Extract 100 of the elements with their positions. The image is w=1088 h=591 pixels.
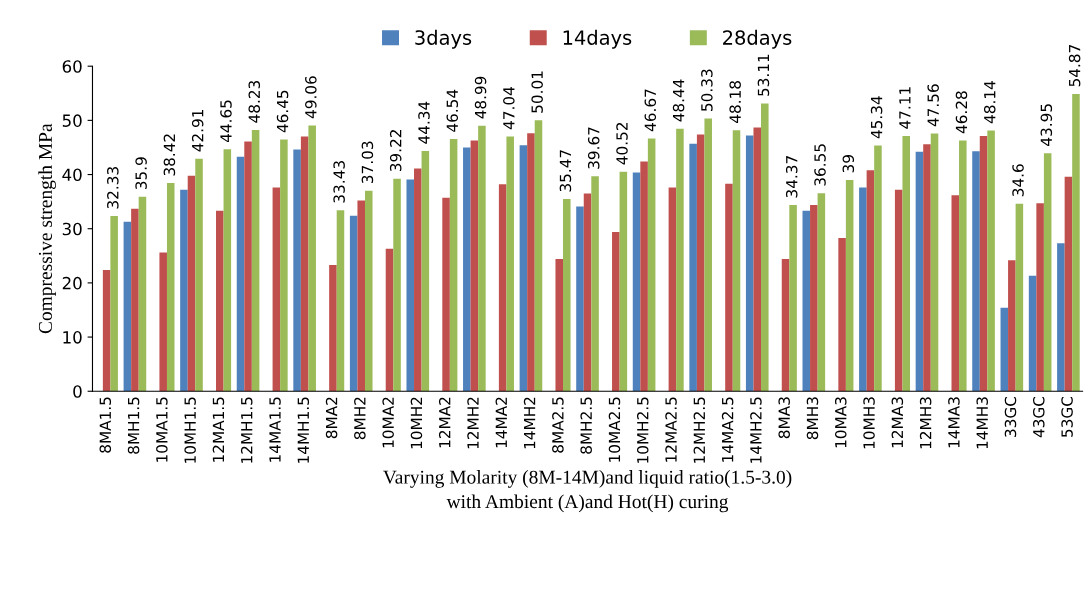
- bar: [676, 128, 684, 392]
- bar: [251, 129, 260, 392]
- bar: [470, 140, 479, 392]
- data-label: 47.11: [899, 87, 911, 129]
- bar: [689, 143, 697, 392]
- bar: [349, 215, 358, 392]
- bar: [449, 139, 458, 392]
- data-label: 34.6: [1012, 164, 1024, 197]
- legend-label: 14days: [563, 29, 632, 49]
- x-tick-label: 8MH2: [354, 397, 366, 440]
- bar: [894, 189, 903, 392]
- bar: [1057, 243, 1065, 392]
- y-tick-label: 10: [63, 331, 82, 344]
- data-label: 32.33: [107, 167, 119, 209]
- x-tick-label: 10MH3: [863, 397, 875, 449]
- bar: [442, 197, 450, 392]
- bar: [874, 145, 882, 392]
- data-label: 46.28: [955, 91, 968, 134]
- bar: [810, 204, 818, 392]
- x-tick-label: 12MA1.5: [212, 397, 225, 462]
- x-tick-label: 53GC: [1061, 396, 1073, 437]
- x-tick-label: 12MH2.5: [693, 397, 706, 463]
- data-label: 39.22: [389, 130, 402, 172]
- bar: [280, 139, 288, 392]
- data-label: 48.99: [474, 76, 487, 119]
- bar: [421, 151, 430, 392]
- x-tick-label: 8MA2.5: [552, 397, 564, 453]
- x-tick-label: 10MH2: [410, 397, 423, 449]
- x-tick-label: 14MH2: [523, 397, 536, 449]
- bar: [308, 125, 316, 392]
- bar: [180, 189, 188, 392]
- data-label: 35.9: [135, 157, 147, 190]
- x-tick-label: 10MA2: [382, 397, 394, 448]
- y-tick-label: 50: [62, 114, 82, 127]
- data-label: 48.14: [983, 81, 996, 124]
- data-label: 40.52: [616, 123, 628, 165]
- data-label: 43.95: [1040, 104, 1053, 146]
- data-label: 54.87: [1068, 45, 1081, 87]
- bar: [930, 133, 939, 392]
- bar: [478, 125, 486, 392]
- bar: [406, 179, 415, 392]
- bar: [498, 184, 507, 392]
- bar: [959, 140, 967, 392]
- x-axis-title: Varying Molarity (8M-14M)and liquid ratio(1.5-3.0) with Ambient (A)and Hot(H) curing: [383, 470, 792, 513]
- x-tick-label: 8MH2.5: [580, 397, 592, 454]
- bar: [753, 127, 762, 392]
- bar: [725, 183, 733, 392]
- bar: [838, 237, 846, 392]
- bar: [336, 210, 345, 392]
- bar: [195, 158, 203, 392]
- bar: [393, 178, 401, 392]
- bar: [915, 151, 924, 392]
- data-label: 48.18: [729, 81, 741, 123]
- bar: [972, 151, 980, 392]
- bar: [555, 259, 563, 392]
- bar: [527, 133, 535, 392]
- bar: [1000, 307, 1009, 392]
- data-label: 37.03: [361, 141, 374, 183]
- data-label: 46.67: [644, 89, 657, 132]
- x-tick-label: 8MH3: [806, 397, 819, 440]
- bar: [534, 120, 543, 392]
- bar: [244, 141, 252, 392]
- data-label: 35.47: [559, 150, 572, 192]
- data-label: 47.04: [503, 87, 515, 130]
- bar: [1064, 176, 1073, 392]
- data-label: 39: [842, 155, 855, 173]
- x-tick-label: 10MA2.5: [608, 397, 621, 462]
- data-label: 47.56: [927, 84, 939, 127]
- x-tick-label: 43GC: [1033, 396, 1045, 438]
- bar: [987, 130, 995, 392]
- bar: [131, 208, 139, 392]
- bar: [859, 187, 867, 392]
- x-tick-label: 8MH1.5: [127, 397, 140, 454]
- bar: [745, 135, 754, 392]
- x-tick-label: 8MA2: [325, 397, 338, 439]
- x-tick-label: 12MH3: [919, 397, 932, 449]
- y-tick-label: 60: [62, 60, 82, 73]
- bar: [138, 196, 147, 392]
- data-label: 39.67: [587, 127, 600, 169]
- data-label: 45.34: [870, 96, 883, 139]
- x-tick-label: 12MA2: [438, 397, 451, 448]
- bar: [612, 231, 620, 392]
- bar: [187, 175, 196, 392]
- bar: [845, 179, 854, 392]
- bar: [1072, 93, 1080, 392]
- x-tick-label: 33GC: [1004, 396, 1017, 437]
- y-tick-label: 30: [62, 222, 82, 236]
- x-tick-label: 14MA1.5: [269, 397, 281, 462]
- y-tick-label: 20: [62, 276, 82, 290]
- y-tick-label: 0: [73, 385, 82, 398]
- bar: [102, 269, 111, 392]
- data-label: 48.44: [672, 79, 685, 122]
- bar: [519, 145, 528, 392]
- bar: [632, 172, 641, 392]
- data-label: 53.11: [757, 54, 770, 96]
- data-label: 46.54: [446, 89, 459, 132]
- x-tick-label: 10MH2.5: [636, 397, 649, 463]
- x-tick-label: 14MH1.5: [297, 397, 310, 463]
- data-label: 50.01: [531, 71, 543, 113]
- data-label: 33.43: [333, 161, 345, 203]
